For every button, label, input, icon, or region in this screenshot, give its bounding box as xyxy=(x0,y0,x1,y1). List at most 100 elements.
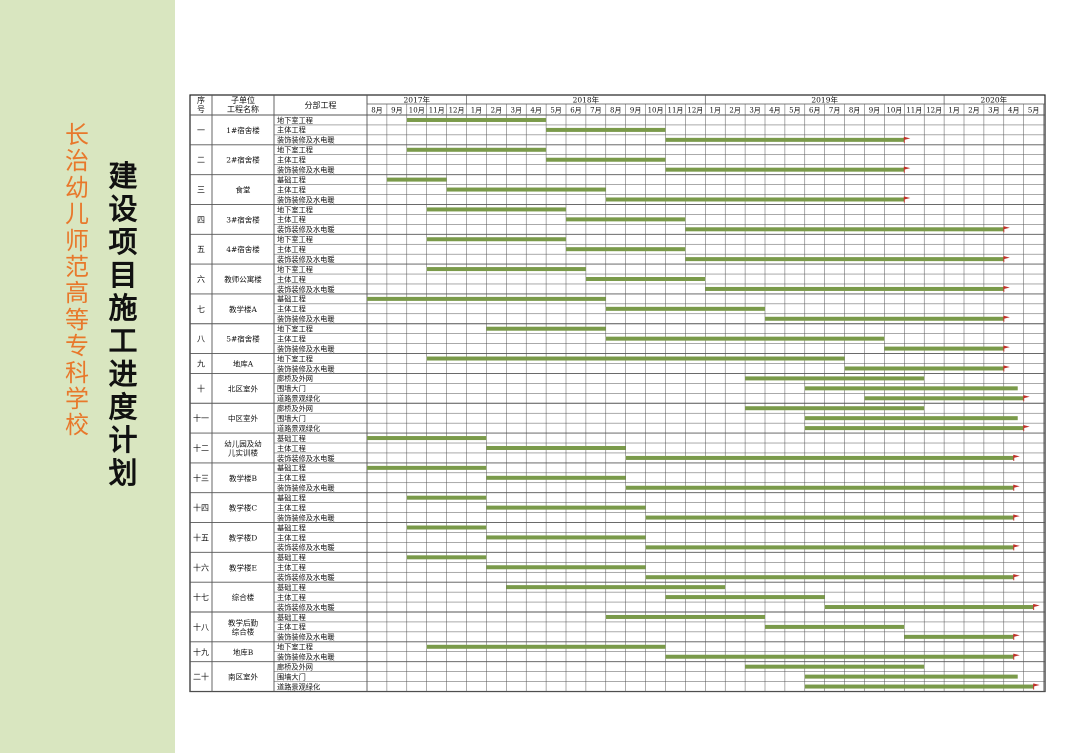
completion-flag xyxy=(904,136,911,140)
task-label: 装饰装修及水电暖 xyxy=(277,513,335,522)
month-label: 3月 xyxy=(988,107,999,115)
task-bar xyxy=(406,555,487,560)
task-label: 基础工程 xyxy=(277,583,306,592)
task-bar xyxy=(566,217,686,222)
task-label: 道路景观绿化 xyxy=(277,394,320,403)
task-bar xyxy=(426,237,566,242)
completion-flag xyxy=(1013,484,1020,488)
project-name: 北区室外 xyxy=(228,383,258,393)
task-label: 道路景观绿化 xyxy=(277,682,320,691)
task-label: 主体工程 xyxy=(277,623,306,632)
month-label: 10月 xyxy=(409,107,425,115)
project-seq: 十二 xyxy=(193,443,209,453)
project-seq: 七 xyxy=(197,305,205,314)
task-bar xyxy=(745,406,925,411)
project-name: 地库B xyxy=(233,647,254,657)
task-bar xyxy=(486,505,646,510)
project-name: 3#宿舍楼 xyxy=(226,214,260,224)
project-name: 教学后勤 xyxy=(228,617,258,627)
vertical-char: 科 xyxy=(65,358,89,387)
completion-flag xyxy=(1033,683,1040,687)
month-label: 11月 xyxy=(429,107,445,115)
task-label: 地下室工程 xyxy=(277,643,313,652)
task-label: 基础工程 xyxy=(277,464,306,473)
completion-flag xyxy=(1013,454,1020,458)
task-label: 基础工程 xyxy=(277,434,306,443)
task-label: 装饰装修及水电暖 xyxy=(277,653,335,662)
project-name: 儿实训楼 xyxy=(228,447,258,457)
task-bar xyxy=(367,296,606,301)
task-bar xyxy=(745,376,925,381)
completion-flag xyxy=(1003,345,1010,349)
vertical-char: 设 xyxy=(108,192,138,226)
task-label: 地下室工程 xyxy=(277,325,313,334)
month-label: 8月 xyxy=(849,107,860,115)
year-label: 2020年 xyxy=(981,95,1008,105)
task-bar xyxy=(645,575,1014,580)
vertical-char: 进 xyxy=(108,357,138,391)
project-seq: 十一 xyxy=(193,413,209,423)
task-label: 基础工程 xyxy=(277,494,306,503)
task-bar xyxy=(685,227,1004,232)
project-name: 1#宿舍楼 xyxy=(226,125,260,135)
project-name: 5#宿舍楼 xyxy=(226,334,260,344)
task-label: 主体工程 xyxy=(277,533,306,542)
task-bar xyxy=(625,455,1014,460)
task-label: 廊桥及外网 xyxy=(277,404,313,413)
task-bar xyxy=(645,545,1014,550)
task-label: 基础工程 xyxy=(277,523,306,532)
month-label: 4月 xyxy=(530,107,541,115)
task-bar xyxy=(884,346,1004,351)
task-bar xyxy=(844,366,1004,371)
project-seq: 二十 xyxy=(193,672,209,682)
month-label: 5月 xyxy=(789,107,800,115)
task-label: 地下室工程 xyxy=(277,205,313,214)
task-label: 主体工程 xyxy=(277,593,306,602)
task-bar xyxy=(566,247,686,252)
task-bar xyxy=(804,426,1024,431)
project-name: 教学楼C xyxy=(229,503,257,513)
project-seq: 十三 xyxy=(193,473,209,483)
task-bar xyxy=(426,644,666,649)
task-label: 地下室工程 xyxy=(277,116,313,125)
task-label: 装饰装修及水电暖 xyxy=(277,344,335,353)
task-bar xyxy=(665,654,1014,659)
header-unit: 子单位 xyxy=(231,95,255,105)
task-bar xyxy=(645,515,1014,520)
vertical-char: 治 xyxy=(65,147,89,176)
task-label: 基础工程 xyxy=(277,613,306,622)
project-name: 幼儿园及幼 xyxy=(224,438,262,448)
vertical-char: 长 xyxy=(65,121,89,149)
completion-flag xyxy=(1003,285,1010,289)
task-bar xyxy=(426,267,586,272)
project-name: 教学楼B xyxy=(229,473,257,483)
task-bar xyxy=(446,187,606,192)
vertical-char: 划 xyxy=(108,456,138,490)
completion-flag xyxy=(1003,315,1010,319)
vertical-char: 项 xyxy=(108,225,138,259)
project-name: 南区室外 xyxy=(228,672,258,682)
task-bar xyxy=(406,525,487,530)
task-bar xyxy=(765,624,905,629)
task-bar xyxy=(406,495,487,500)
completion-flag xyxy=(1013,653,1020,657)
project-name: 教学楼D xyxy=(229,532,258,542)
project-name: 教学楼E xyxy=(229,562,257,572)
task-bar xyxy=(585,277,706,282)
task-bar xyxy=(705,286,1004,291)
task-label: 主体工程 xyxy=(277,305,306,314)
project-seq: 二 xyxy=(197,156,205,165)
completion-flag xyxy=(1003,365,1010,369)
vertical-char: 度 xyxy=(108,390,138,424)
task-bar xyxy=(426,207,566,212)
project-name: 4#宿舍楼 xyxy=(226,244,260,254)
month-label: 4月 xyxy=(769,107,780,115)
completion-flag xyxy=(1013,514,1020,518)
task-bar xyxy=(665,167,905,172)
task-bar xyxy=(406,117,547,122)
task-bar xyxy=(486,445,626,450)
completion-flag xyxy=(904,166,911,170)
project-seq: 十七 xyxy=(193,592,209,602)
project-seq: 五 xyxy=(197,245,205,254)
completion-flag xyxy=(1013,574,1020,578)
